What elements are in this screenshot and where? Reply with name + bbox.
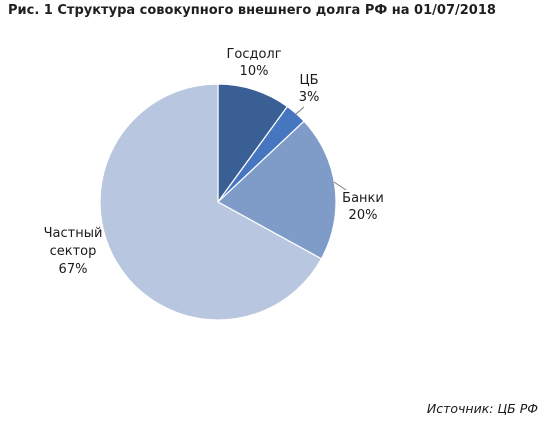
- leader-line-2: [295, 106, 305, 115]
- slice-label-line: 10%: [240, 64, 269, 79]
- source-note: Источник: ЦБ РФ: [426, 401, 538, 416]
- slice-label-line: Банки: [342, 191, 384, 206]
- slice-label-line: сектор: [50, 244, 97, 259]
- slice-label-line: ЦБ: [299, 73, 318, 88]
- pie-slices: [99, 83, 337, 321]
- slice-label-1: Госдолг 10%: [226, 47, 281, 79]
- slice-label-line: Частный: [44, 226, 103, 241]
- slice-label-line: 3%: [299, 90, 320, 105]
- slice-label-line: 20%: [349, 208, 378, 223]
- label-leader-lines: [295, 106, 347, 191]
- slice-label-line: Госдолг: [226, 47, 281, 62]
- leader-line-3: [333, 181, 347, 191]
- slice-label-2: ЦБ 3%: [299, 73, 320, 105]
- chart-title: Рис. 1 Структура совокупного внешнего до…: [8, 3, 496, 18]
- slice-label-3: Банки 20%: [342, 191, 384, 223]
- slice-label-line: 67%: [59, 262, 88, 277]
- slice-label-4: Частный сектор 67%: [44, 226, 103, 277]
- pie-slice-4: [99, 83, 323, 321]
- pie-slice-1: [217, 83, 289, 204]
- slice-labels: Госдолг 10% ЦБ 3% Банки 20% Частный сектор 67%: [44, 47, 384, 277]
- pie-slice-3: [216, 120, 337, 260]
